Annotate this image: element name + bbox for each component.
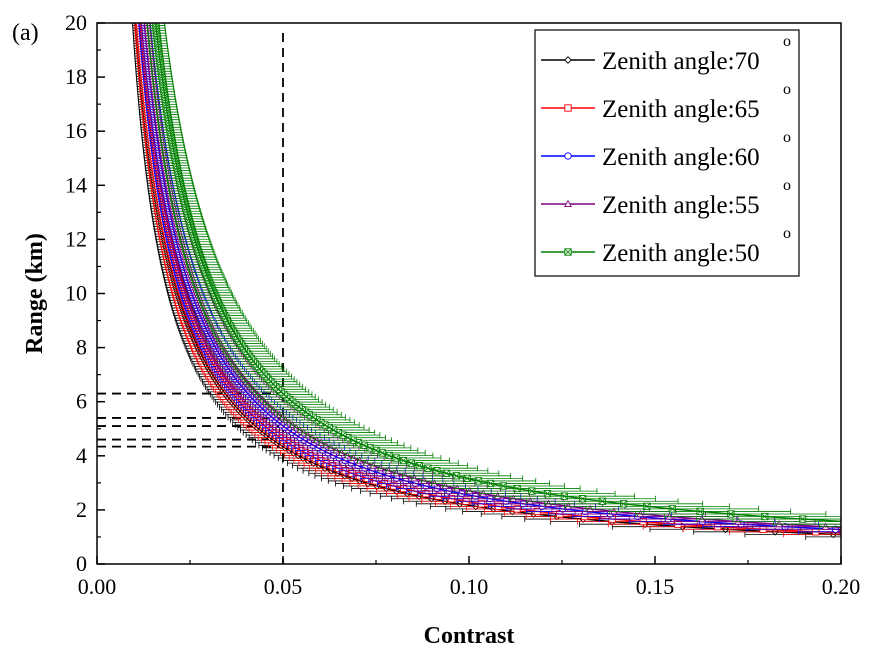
- data-point-cross: [842, 518, 848, 524]
- data-point-cross: [564, 248, 572, 256]
- y-tick-label: 2: [76, 497, 87, 522]
- y-tick-label: 4: [76, 443, 87, 468]
- legend-degree-mark: o: [783, 81, 791, 98]
- series-5: [146, 23, 848, 530]
- legend-label: Zenith angle:55: [602, 192, 760, 219]
- legend-label: Zenith angle:70: [602, 48, 760, 75]
- data-point: [564, 56, 572, 64]
- data-point: [564, 199, 572, 208]
- legend-item: Zenith angle:50 o: [541, 225, 791, 267]
- y-tick-label: 8: [76, 335, 87, 360]
- plot-area: [97, 23, 848, 564]
- x-tick-label: 0.10: [450, 574, 489, 599]
- legend-label: Zenith angle:65: [602, 96, 760, 123]
- legend-degree-mark: o: [783, 33, 791, 50]
- legend-degree-mark: o: [783, 225, 791, 242]
- panel-label: (a): [12, 20, 39, 46]
- y-axis-title: Range (km): [22, 233, 48, 354]
- y-tick-label: 20: [65, 10, 87, 35]
- legend-item: Zenith angle:70 o: [541, 33, 791, 75]
- x-tick-label: 0.05: [264, 574, 303, 599]
- series-line: [154, 23, 841, 523]
- y-tick-label: 18: [65, 64, 87, 89]
- y-tick-label: 0: [76, 551, 87, 576]
- axes: 0.00 0.05 0.10 0.15 0.20 0 2 4 6 8 10 12 14 16 18 20: [65, 10, 860, 599]
- legend-degree-mark: o: [783, 177, 791, 194]
- legend-item: Zenith angle:60 o: [541, 129, 791, 171]
- x-tick-label: 0.15: [636, 574, 675, 599]
- y-tick-label: 10: [65, 281, 87, 306]
- x-axis-title: Contrast: [424, 623, 515, 649]
- legend-item: Zenith angle:65 o: [541, 81, 791, 123]
- legend-degree-mark: o: [783, 129, 791, 146]
- y-tick-label: 12: [65, 226, 87, 251]
- series-layer: [132, 23, 848, 540]
- legend-label: Zenith angle:60: [602, 144, 760, 171]
- legend-item: Zenith angle:55 o: [541, 177, 791, 219]
- legend-label: Zenith angle:50: [602, 240, 760, 267]
- data-point: [564, 152, 572, 160]
- data-point: [564, 104, 572, 112]
- y-tick-label: 16: [65, 118, 87, 143]
- x-tick-label: 0.20: [822, 574, 861, 599]
- x-tick-label: 0.00: [78, 574, 117, 599]
- legend-box: [534, 29, 800, 277]
- data-point-cross: [152, 23, 160, 27]
- y-tick-label: 6: [76, 389, 87, 414]
- data-point: [842, 518, 848, 524]
- y-tick-label: 14: [65, 172, 87, 197]
